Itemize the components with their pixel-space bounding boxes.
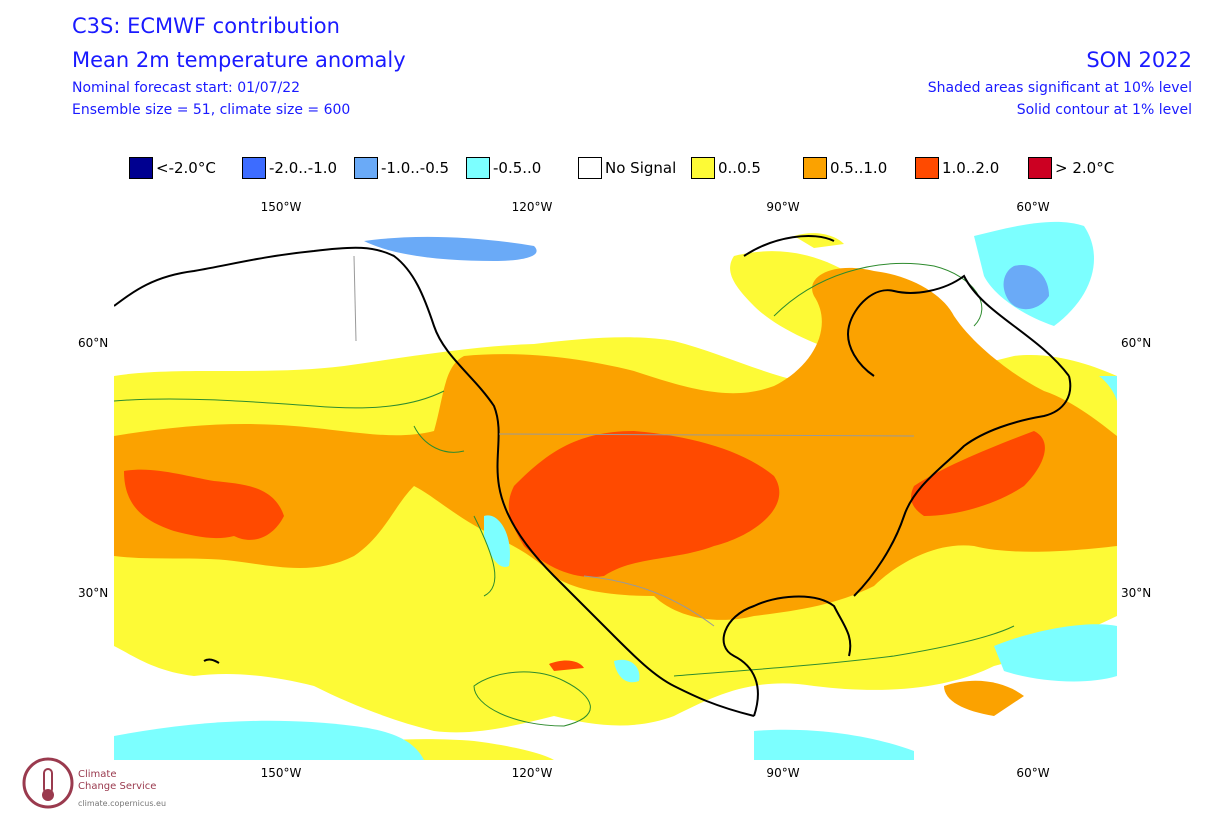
significance-contour-note: Solid contour at 1% level — [1016, 102, 1192, 118]
legend-item-minus1-minus05: -1.0..-0.5 — [354, 156, 449, 180]
legend-label: <-2.0°C — [156, 159, 216, 177]
significance-shaded-note: Shaded areas significant at 10% level — [927, 80, 1192, 96]
lon-label-top: 150°W — [260, 200, 302, 214]
lat-label-left: 60°N — [78, 336, 109, 350]
title-line-2: Mean 2m temperature anomaly — [72, 48, 406, 72]
legend-label: -1.0..-0.5 — [381, 159, 450, 177]
coastlines — [114, 235, 1072, 717]
significance-contours — [114, 263, 1015, 727]
legend-swatch — [578, 157, 602, 179]
legend-label: -0.5..0 — [493, 159, 542, 177]
national-borders — [353, 255, 915, 627]
legend-label: > 2.0°C — [1055, 159, 1115, 177]
lat-label-right: 60°N — [1121, 336, 1152, 350]
legend-swatch — [803, 157, 827, 179]
logo-org-line1: Climate — [78, 769, 117, 780]
forecast-start: Nominal forecast start: 01/07/22 — [72, 80, 301, 96]
lon-label-top: 120°W — [511, 200, 553, 214]
title-line-1: C3S: ECMWF contribution — [72, 14, 340, 38]
ensemble-info: Ensemble size = 51, climate size = 600 — [72, 102, 351, 118]
legend-label: 0.5..1.0 — [830, 159, 888, 177]
legend-swatch — [691, 157, 715, 179]
color-legend: <-2.0°C -2.0..-1.0 -1.0..-0.5 -0.5..0 No… — [129, 156, 1129, 180]
season-label: SON 2022 — [1086, 48, 1192, 72]
legend-item-lt-minus2: <-2.0°C — [129, 156, 216, 180]
legend-label: No Signal — [605, 159, 677, 177]
anomaly-minus1.0-minus0.5-regions — [364, 236, 1049, 310]
lon-label-bottom: 120°W — [511, 766, 553, 780]
lon-label-bottom: 90°W — [766, 766, 800, 780]
lon-label-bottom: 150°W — [260, 766, 302, 780]
legend-item-no-signal: No Signal — [578, 156, 676, 180]
legend-label: 1.0..2.0 — [942, 159, 1000, 177]
lon-label-top: 60°W — [1016, 200, 1050, 214]
legend-swatch — [129, 157, 153, 179]
legend-item-minus05-0: -0.5..0 — [466, 156, 541, 180]
legend-item-minus2-minus1: -2.0..-1.0 — [242, 156, 337, 180]
logo-org-line2: Change Service — [78, 781, 157, 792]
legend-item-1-2: 1.0..2.0 — [915, 156, 999, 180]
legend-item-gt-2: > 2.0°C — [1028, 156, 1114, 180]
lat-label-right: 30°N — [1121, 586, 1152, 600]
anomaly-minus0.5-0-regions — [114, 221, 1117, 760]
legend-item-05-1: 0.5..1.0 — [803, 156, 887, 180]
legend-swatch — [915, 157, 939, 179]
legend-swatch — [466, 157, 490, 179]
logo-url: climate.copernicus.eu — [78, 799, 167, 808]
lon-label-top: 90°W — [766, 200, 800, 214]
legend-swatch — [242, 157, 266, 179]
legend-item-0-05: 0..0.5 — [691, 156, 761, 180]
lon-label-bottom: 60°W — [1016, 766, 1050, 780]
legend-label: -2.0..-1.0 — [269, 159, 338, 177]
legend-swatch — [354, 157, 378, 179]
legend-label: 0..0.5 — [718, 159, 761, 177]
anomaly-1.0-2.0-regions — [124, 431, 1045, 671]
temperature-anomaly-map — [114, 216, 1117, 760]
lat-label-left: 30°N — [78, 586, 109, 600]
copernicus-logo-icon — [22, 757, 74, 809]
legend-swatch — [1028, 157, 1052, 179]
